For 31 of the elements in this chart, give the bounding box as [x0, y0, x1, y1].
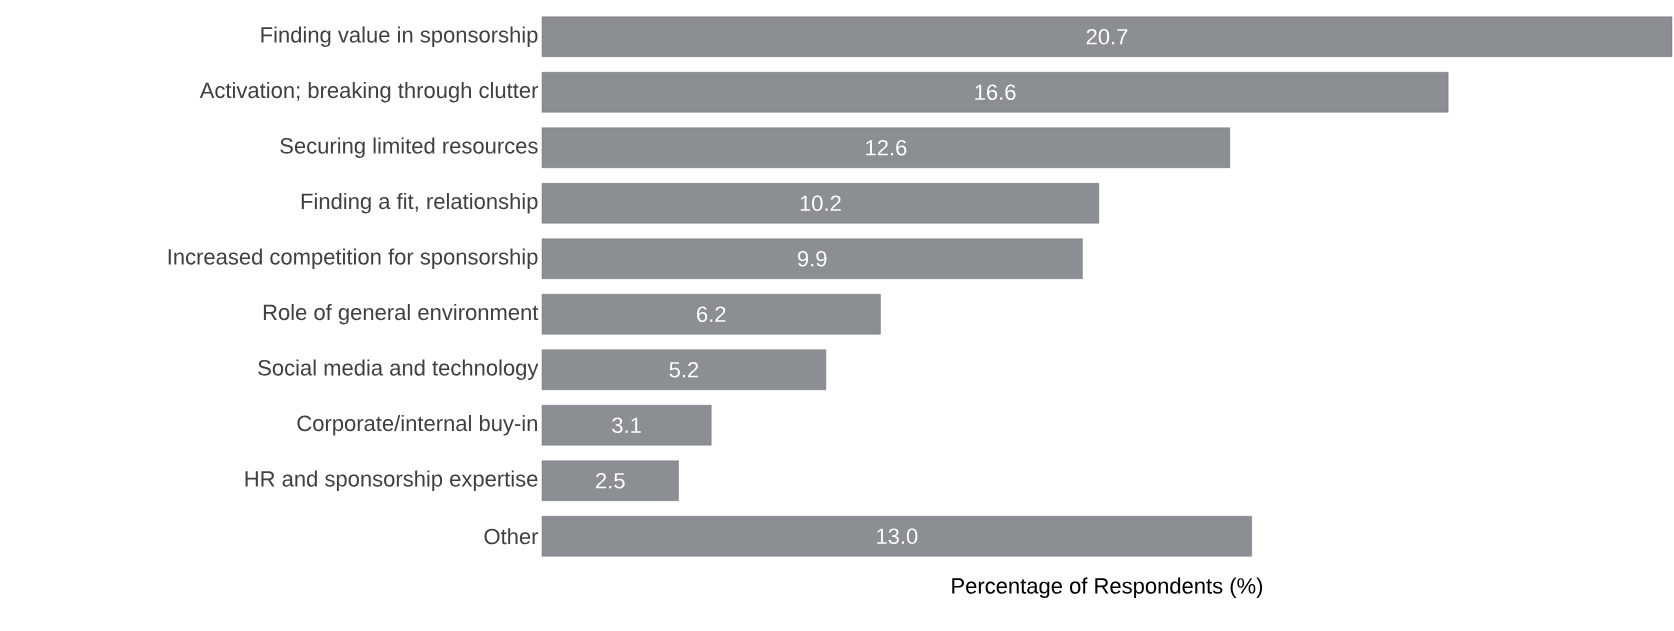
data-label: 20.7 — [1086, 28, 1128, 45]
y-tick-label: Securing limited resources — [280, 137, 538, 158]
bar — [541, 460, 679, 501]
data-label: 10.2 — [800, 195, 841, 212]
x-axis-title: Percentage of Respondents (%) — [952, 577, 1263, 599]
bar — [541, 405, 712, 446]
bar — [541, 238, 1083, 279]
bar — [541, 349, 827, 390]
bar — [541, 516, 1252, 557]
data-label: 2.5 — [596, 472, 625, 489]
y-tick-label: HR and sponsorship expertise — [245, 470, 538, 491]
y-tick-label: Activation; breaking through clutter — [199, 81, 539, 103]
y-tick-label: Finding a fit, relationship — [301, 192, 538, 214]
data-label: 3.1 — [612, 417, 641, 434]
data-label: 9.9 — [797, 250, 827, 267]
bar — [541, 294, 881, 335]
data-label: 5.2 — [669, 361, 699, 378]
data-label: 6.2 — [697, 306, 726, 323]
y-tick-label: Corporate/internal buy-in — [297, 414, 537, 436]
y-tick-label: Social media and technology — [258, 359, 539, 380]
bar — [541, 72, 1449, 113]
y-tick-label: Increased competition for sponsorship — [168, 248, 538, 269]
y-tick-label: Role of general environment — [263, 303, 539, 325]
bar — [541, 16, 1673, 57]
y-tick-label: Finding value in sponsorship — [261, 26, 538, 47]
data-label: 12.6 — [866, 139, 907, 156]
bar — [541, 127, 1231, 168]
y-tick-label: Other — [484, 528, 539, 545]
bar — [541, 183, 1099, 224]
data-label: 13.0 — [877, 528, 918, 545]
data-label: 16.6 — [975, 84, 1016, 101]
